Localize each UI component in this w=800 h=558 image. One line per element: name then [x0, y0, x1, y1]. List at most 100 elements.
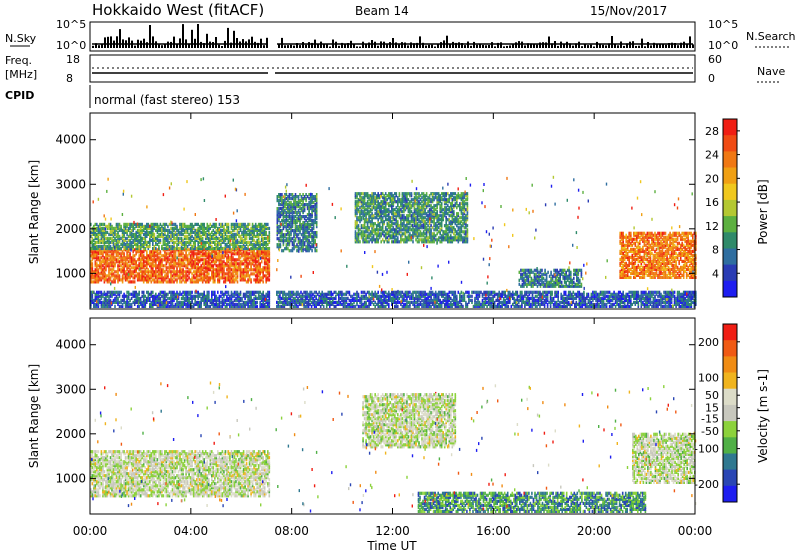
heatmap-cell	[247, 252, 249, 255]
noise-bar	[635, 46, 637, 48]
heatmap-cell	[573, 285, 575, 288]
heatmap-cell	[304, 241, 306, 244]
heatmap-cell	[141, 270, 143, 273]
heatmap-cell	[281, 207, 283, 210]
noise-bar	[134, 46, 136, 48]
heatmap-cell	[223, 225, 225, 228]
heatmap-cell	[387, 194, 389, 197]
heatmap-cell	[305, 223, 307, 226]
heatmap-cell	[383, 240, 385, 243]
heatmap-cell	[98, 225, 100, 228]
heatmap-cell	[296, 195, 298, 198]
heatmap-cell	[442, 208, 444, 211]
heatmap-cell	[444, 192, 446, 195]
heatmap-cell	[311, 249, 313, 252]
heatmap-cell	[280, 203, 282, 206]
heatmap-cell	[415, 216, 417, 219]
heatmap-cell	[296, 225, 298, 228]
noise-bar	[488, 45, 490, 48]
heatmap-cell	[152, 223, 154, 226]
heatmap-cell	[203, 241, 205, 244]
heatmap-cell	[258, 229, 260, 232]
heatmap-cell	[265, 231, 267, 234]
heatmap-cell	[123, 276, 125, 279]
heatmap-cell	[247, 270, 249, 273]
heatmap-cell	[391, 228, 393, 231]
heatmap-cell	[534, 273, 536, 276]
heatmap-cell	[234, 274, 236, 277]
heatmap-cell	[405, 192, 407, 195]
heatmap-cell	[157, 270, 159, 273]
heatmap-cell	[210, 262, 212, 265]
noise-bar	[572, 46, 574, 48]
heatmap-cell	[444, 224, 446, 227]
heatmap-cell	[522, 273, 524, 276]
heatmap-cell	[238, 223, 240, 226]
heatmap-cell	[184, 223, 186, 226]
heatmap-cell	[155, 237, 157, 240]
noise-bar	[308, 42, 310, 48]
noise-bar	[491, 42, 493, 48]
heatmap-cell	[234, 233, 236, 236]
heatmap-cell	[313, 219, 315, 222]
heatmap-cell	[210, 276, 212, 279]
heatmap-cell	[281, 193, 283, 196]
heatmap-cell	[166, 280, 168, 283]
heatmap-cell	[135, 223, 137, 226]
heatmap-cell	[421, 232, 423, 235]
heatmap-cell	[205, 250, 207, 253]
heatmap-cell	[388, 230, 390, 233]
heatmap-cell	[187, 235, 189, 238]
heatmap-cell	[235, 258, 237, 261]
heatmap-cell	[108, 237, 110, 240]
heatmap-cell	[417, 192, 419, 195]
heatmap-cell	[570, 285, 572, 288]
heatmap-cell	[214, 237, 216, 240]
heatmap-cell	[253, 272, 255, 275]
heatmap-cell	[138, 248, 140, 251]
heatmap-cell	[296, 249, 298, 252]
heatmap-cell	[559, 273, 561, 276]
heatmap-cell	[549, 281, 551, 284]
heatmap-cell	[199, 250, 201, 253]
heatmap-cell	[359, 210, 361, 213]
heatmap-cell	[116, 239, 118, 242]
heatmap-cell	[462, 230, 464, 233]
heatmap-cell	[164, 264, 166, 267]
heatmap-cell	[249, 223, 251, 226]
heatmap-cell	[572, 279, 574, 282]
heatmap-cell	[525, 279, 527, 282]
heatmap-cell	[102, 258, 104, 261]
heatmap-cell	[226, 248, 228, 251]
heatmap-cell	[393, 232, 395, 235]
heatmap-cell	[226, 243, 228, 246]
heatmap-cell	[176, 262, 178, 265]
heatmap-cell	[123, 252, 125, 255]
heatmap-cell	[249, 274, 251, 277]
heatmap-cell	[311, 193, 313, 196]
noise-bar	[386, 45, 388, 48]
heatmap-cell	[155, 223, 157, 226]
heatmap-cell	[540, 279, 542, 282]
heatmap-cell	[193, 231, 195, 234]
heatmap-cell	[131, 223, 133, 226]
heatmap-cell	[226, 256, 228, 259]
heatmap-cell	[131, 256, 133, 259]
heatmap-cell	[141, 250, 143, 253]
heatmap-cell	[439, 236, 441, 239]
heatmap-cell	[169, 252, 171, 255]
heatmap-cell	[458, 232, 460, 235]
heatmap-cell	[216, 264, 218, 267]
heatmap-cell	[117, 223, 119, 226]
heatmap-cell	[283, 233, 285, 236]
heatmap-cell	[429, 240, 431, 243]
heatmap-cell	[362, 230, 364, 233]
heatmap-cell	[298, 237, 300, 240]
heatmap-cell	[576, 269, 578, 272]
heatmap-cell	[197, 241, 199, 244]
heatmap-cell	[436, 224, 438, 227]
heatmap-cell	[390, 224, 392, 227]
heatmap-cell	[286, 201, 288, 204]
noise-bar	[383, 42, 385, 48]
heatmap-cell	[289, 249, 291, 252]
